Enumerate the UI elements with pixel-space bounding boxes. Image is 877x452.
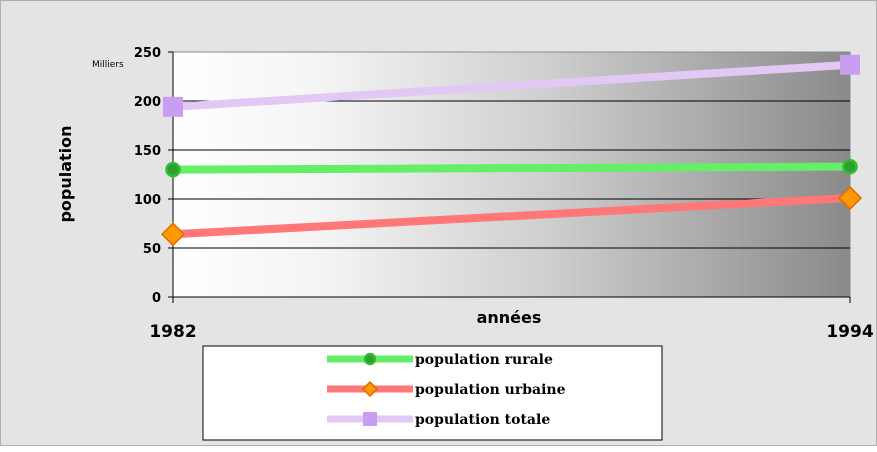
gridlines — [173, 100, 850, 249]
series-0 — [165, 158, 858, 178]
marker-square — [163, 96, 183, 117]
legend-label: population rurale — [415, 352, 553, 368]
series-line — [172, 60, 851, 111]
marker-circle — [363, 352, 377, 366]
marker-diamond — [160, 222, 186, 247]
x-tick-label: 1994 — [826, 322, 873, 342]
legend: population rurale population urbaine popul… — [327, 352, 566, 428]
y-tick-label: 0 — [152, 291, 161, 306]
y-tick-labels: 0 50 100 150 200 250 — [134, 46, 161, 306]
marker-circle — [165, 161, 181, 178]
marker-circle — [842, 158, 858, 175]
y-tick-label: 50 — [143, 242, 161, 257]
y-tick-label: 150 — [134, 144, 161, 159]
axes — [168, 51, 851, 303]
plot-area — [172, 51, 851, 298]
legend-item: population urbaine — [327, 380, 566, 398]
x-tick-labels: 1982 1994 — [149, 322, 873, 342]
x-tick-label: 1982 — [149, 322, 196, 342]
legend-label: population totale — [415, 412, 550, 428]
marker-square — [840, 54, 860, 75]
y-tick-label: 100 — [134, 193, 161, 208]
series-2 — [163, 54, 860, 117]
y-unit-label: Milliers — [92, 60, 124, 70]
legend-item: population rurale — [327, 352, 553, 368]
marker-square — [363, 412, 377, 426]
legend-box — [202, 345, 663, 441]
series-line — [172, 162, 851, 174]
series-1 — [160, 185, 863, 247]
y-tick-label: 250 — [134, 46, 161, 61]
y-axis-title: population — [56, 125, 75, 222]
marker-diamond — [837, 185, 863, 211]
x-axis-title: années — [477, 308, 542, 327]
y-tick-label: 200 — [134, 95, 161, 110]
marker-diamond — [361, 380, 379, 398]
series-group — [160, 54, 863, 247]
legend-label: population urbaine — [415, 382, 566, 398]
series-line — [172, 194, 851, 239]
legend-item: population totale — [327, 412, 550, 428]
